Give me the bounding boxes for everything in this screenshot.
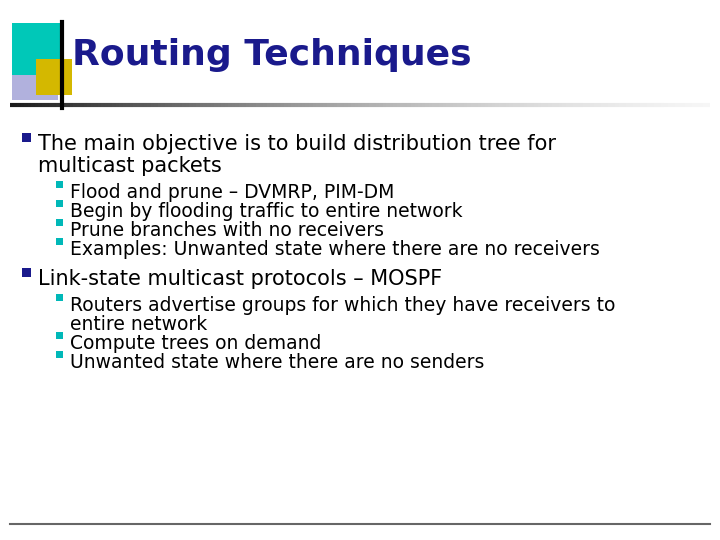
Bar <box>56 351 63 358</box>
Bar <box>22 133 31 142</box>
Bar <box>56 181 63 188</box>
Bar <box>56 200 63 207</box>
Text: Unwanted state where there are no senders: Unwanted state where there are no sender… <box>70 353 485 372</box>
Text: Compute trees on demand: Compute trees on demand <box>70 334 321 353</box>
Text: Link-state multicast protocols – MOSPF: Link-state multicast protocols – MOSPF <box>38 269 442 289</box>
Text: multicast packets: multicast packets <box>38 156 222 176</box>
Text: Routing Techniques: Routing Techniques <box>72 38 472 72</box>
Text: Begin by flooding traffic to entire network: Begin by flooding traffic to entire netw… <box>70 202 463 221</box>
Text: Flood and prune – DVMRP, PIM-DM: Flood and prune – DVMRP, PIM-DM <box>70 183 395 202</box>
Bar <box>36 59 72 95</box>
Text: Prune branches with no receivers: Prune branches with no receivers <box>70 221 384 240</box>
Text: The main objective is to build distribution tree for: The main objective is to build distribut… <box>38 134 556 154</box>
Text: Examples: Unwanted state where there are no receivers: Examples: Unwanted state where there are… <box>70 240 600 259</box>
Text: Routers advertise groups for which they have receivers to: Routers advertise groups for which they … <box>70 296 616 315</box>
Text: entire network: entire network <box>70 315 207 334</box>
Bar <box>12 23 64 75</box>
Bar <box>56 294 63 301</box>
Bar <box>12 54 58 100</box>
Bar <box>56 332 63 339</box>
Bar <box>56 219 63 226</box>
Bar <box>56 238 63 245</box>
Bar <box>22 268 31 277</box>
